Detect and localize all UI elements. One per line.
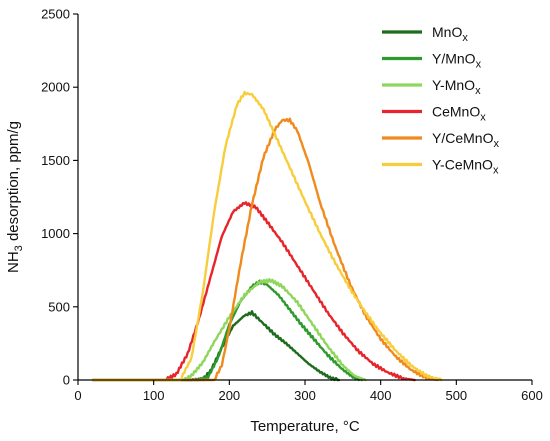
- x-tick-label: 100: [143, 388, 165, 403]
- x-tick-label: 400: [370, 388, 392, 403]
- series-line-5: [91, 90, 443, 382]
- legend-entry-4: Y/CeMnOx: [432, 130, 499, 150]
- series-line-0: [91, 310, 341, 382]
- legend: MnOx Y/MnOx Y-MnOx CeMnOx Y/CeMnOx Y-CeMnOx: [382, 24, 499, 177]
- y-axis-title-subscript: 3: [13, 245, 25, 251]
- ticks: 0 100 200 300 400 500 600 0 500 1000 1500 2000 2500: [41, 7, 543, 404]
- y-axis-title-prefix: NH: [5, 251, 22, 273]
- x-tick-label: 0: [74, 388, 81, 403]
- y-axis-title-suffix: desorption, ppm/g: [5, 121, 22, 245]
- x-tick-label: 600: [521, 388, 543, 403]
- y-axis-title: NH3 desorption, ppm/g: [5, 121, 25, 273]
- series-lines: [91, 90, 443, 382]
- x-axis-title: Temperature, °C: [250, 418, 360, 435]
- y-tick-label: 1500: [41, 153, 70, 168]
- legend-entry-5: Y-CeMnOx: [432, 157, 499, 177]
- series-line-1: [91, 279, 363, 382]
- y-tick-label: 1000: [41, 226, 70, 241]
- series-line-4: [91, 117, 439, 382]
- y-tick-label: 2500: [41, 7, 70, 22]
- y-tick-label: 500: [48, 299, 70, 314]
- x-tick-label: 200: [218, 388, 240, 403]
- axes: [77, 14, 532, 381]
- series-line-3: [91, 201, 416, 382]
- y-tick-label: 2000: [41, 80, 70, 95]
- legend-entry-1: Y/MnOx: [432, 51, 482, 71]
- x-tick-label: 500: [445, 388, 467, 403]
- x-tick-label: 300: [294, 388, 316, 403]
- legend-entry-3: CeMnOx: [432, 104, 486, 124]
- y-tick-label: 0: [63, 373, 70, 388]
- legend-entry-2: Y-MnOx: [432, 77, 481, 97]
- legend-entry-0: MnOx: [432, 24, 468, 44]
